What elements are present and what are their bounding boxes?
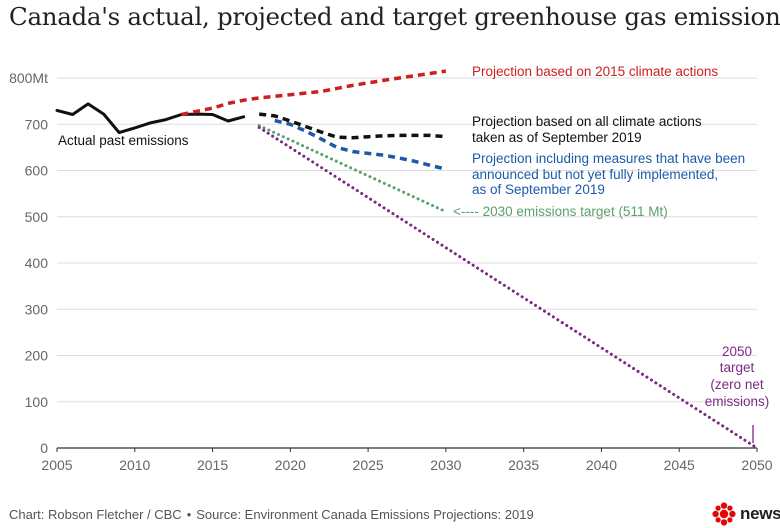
annotation-2050: 2050 xyxy=(722,344,752,359)
x-tick-label: 2040 xyxy=(586,457,617,473)
y-tick-label: 400 xyxy=(25,255,49,271)
series-actual-past-emissions xyxy=(55,102,246,135)
y-tick-label: 500 xyxy=(25,209,49,225)
x-tick-label: 2030 xyxy=(430,457,461,473)
series-2050-target-zero-net-emissions xyxy=(257,126,759,450)
chart-annotations: Actual past emissions Projection based on… xyxy=(58,64,769,409)
series-projection-including-measures-that-have- xyxy=(274,118,447,171)
annotation-as-of-september-2019: as of September 2019 xyxy=(472,182,605,197)
y-tick-label: 300 xyxy=(25,301,49,317)
x-axis-ticks: 2005 2010 2015 2020 2025 2030 2035 2040 2045 2050 xyxy=(41,448,773,473)
series-lines xyxy=(55,69,759,450)
annotation-zero-net: (zero net xyxy=(710,377,764,392)
annotation-emissions: emissions) xyxy=(705,394,770,409)
y-tick-label: 800Mt xyxy=(9,70,48,86)
annotation-target: target xyxy=(720,360,755,375)
y-tick-label: 0 xyxy=(40,440,48,456)
x-tick-label: 2005 xyxy=(41,457,72,473)
source-text: Source: Environment Canada Emissions Pro… xyxy=(196,507,534,522)
x-tick-label: 2035 xyxy=(508,457,539,473)
annotation-2030-emissions-target-511-mt: <---- 2030 emissions target (511 Mt) xyxy=(453,204,668,219)
y-tick-label: 700 xyxy=(25,116,49,132)
cbc-gem-icon xyxy=(712,502,736,526)
annotation-taken-as-of-september-2019: taken as of September 2019 xyxy=(472,130,642,145)
chart-credit: Chart: Robson Fletcher / CBC xyxy=(9,507,182,522)
annotation-actual-past-emissions: Actual past emissions xyxy=(58,133,189,148)
y-tick-label: 200 xyxy=(25,348,49,364)
grid-lines xyxy=(57,77,757,449)
x-tick-label: 2050 xyxy=(741,457,772,473)
source-separator: • xyxy=(186,507,192,522)
x-tick-label: 2045 xyxy=(664,457,695,473)
annotation-projection-based-on-all-climate-actions: Projection based on all climate actions xyxy=(472,114,702,129)
x-tick-label: 2015 xyxy=(197,457,228,473)
annotation-projection-including-measures-that-have-: Projection including measures that have … xyxy=(472,151,745,166)
logo-text: news xyxy=(740,504,780,523)
series-projection-based-on-2015-climate-actions xyxy=(181,69,447,117)
annotation-announced-but-not-yet-fully-implemented: announced but not yet fully implemented, xyxy=(472,167,718,182)
annotation-projection-based-on-2015-climate-actions: Projection based on 2015 climate actions xyxy=(472,64,718,79)
series-projection-based-on-all-climate-actions- xyxy=(258,112,447,140)
chart-source: Chart: Robson Fletcher / CBC • Source: Env… xyxy=(9,507,534,522)
x-tick-label: 2010 xyxy=(119,457,150,473)
x-tick-label: 2025 xyxy=(353,457,384,473)
y-tick-label: 100 xyxy=(25,394,49,410)
x-tick-label: 2020 xyxy=(275,457,306,473)
cbc-news-logo[interactable]: news xyxy=(712,502,780,526)
y-tick-label: 600 xyxy=(25,163,49,179)
y-axis-ticks: 0 100 200 300 400 500 600 700 800Mt xyxy=(9,70,48,456)
chart-title: Canada's actual, projected and target gr… xyxy=(9,2,780,31)
